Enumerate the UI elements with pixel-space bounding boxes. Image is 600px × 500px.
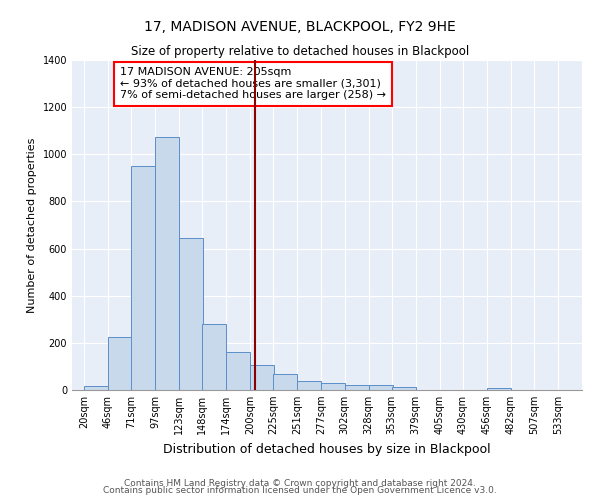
Bar	[298, 381, 322, 390]
Bar	[108, 337, 132, 390]
Text: 17 MADISON AVENUE: 205sqm
← 93% of detached houses are smaller (3,301)
7% of sem: 17 MADISON AVENUE: 205sqm ← 93% of detac…	[120, 67, 386, 100]
Bar	[84, 386, 108, 390]
Bar	[131, 166, 155, 390]
Bar	[202, 324, 226, 390]
Bar	[226, 352, 250, 390]
Text: 17, MADISON AVENUE, BLACKPOOL, FY2 9HE: 17, MADISON AVENUE, BLACKPOOL, FY2 9HE	[144, 20, 456, 34]
Bar	[250, 365, 274, 390]
Bar	[322, 384, 346, 390]
Bar	[392, 387, 416, 390]
X-axis label: Distribution of detached houses by size in Blackpool: Distribution of detached houses by size …	[163, 442, 491, 456]
Bar	[274, 374, 298, 390]
Text: Contains public sector information licensed under the Open Government Licence v3: Contains public sector information licen…	[103, 486, 497, 495]
Y-axis label: Number of detached properties: Number of detached properties	[27, 138, 37, 312]
Bar	[487, 388, 511, 390]
Text: Contains HM Land Registry data © Crown copyright and database right 2024.: Contains HM Land Registry data © Crown c…	[124, 478, 476, 488]
Bar	[368, 386, 392, 390]
Text: Size of property relative to detached houses in Blackpool: Size of property relative to detached ho…	[131, 45, 469, 58]
Bar	[155, 136, 179, 390]
Bar	[179, 238, 203, 390]
Bar	[344, 386, 368, 390]
